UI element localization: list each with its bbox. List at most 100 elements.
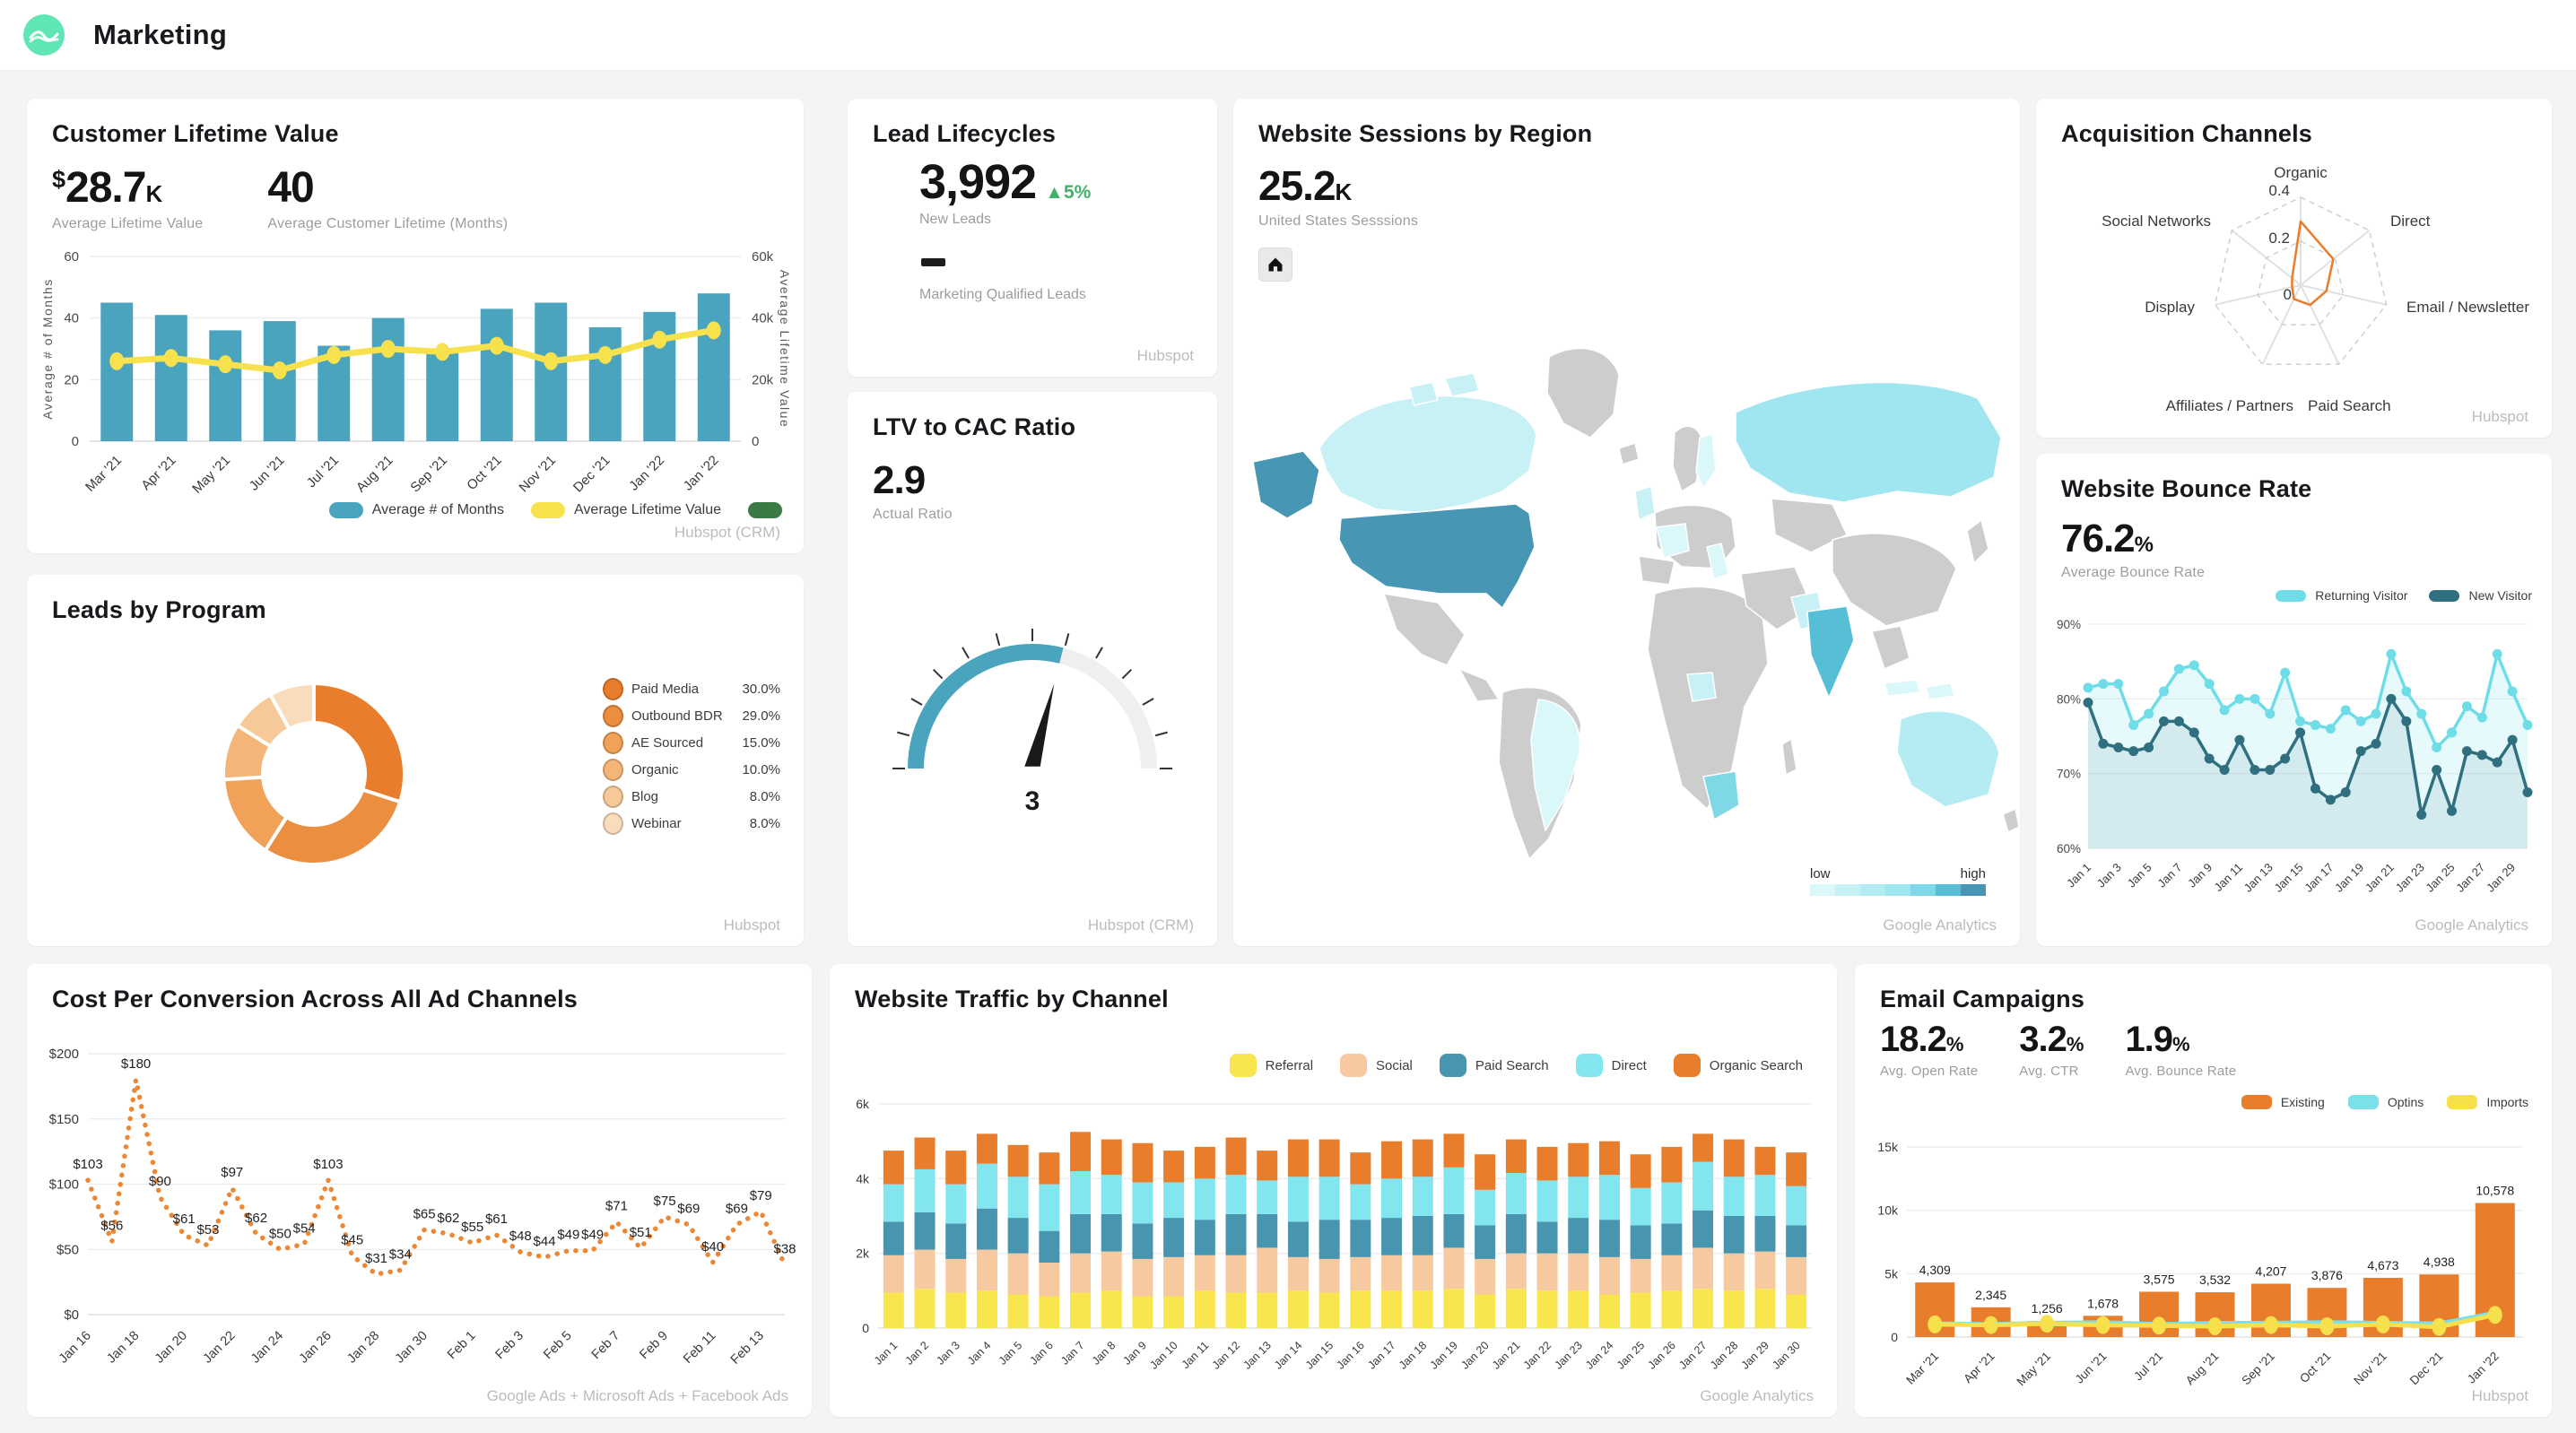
legend-item[interactable]: Blog 8.0%	[603, 783, 780, 810]
bar-value-label: 3,876	[2311, 1268, 2343, 1282]
line-point	[163, 349, 178, 368]
legend-value: 15.0%	[742, 734, 780, 751]
radar-axis-label: Organic	[2274, 164, 2328, 181]
legend-item[interactable]: Organic Search	[1673, 1054, 1803, 1077]
stack-segment-referral	[1568, 1290, 1589, 1328]
legend-item[interactable]: New Visitor	[2429, 588, 2532, 603]
source-label: Google Ads + Microsoft Ads + Facebook Ad…	[486, 1387, 788, 1404]
legend-item[interactable]: Organic 10.0%	[603, 756, 780, 783]
stack-segment-direct	[1163, 1182, 1185, 1219]
line-point	[109, 352, 125, 370]
line-point	[1983, 1316, 1998, 1334]
bar-value-label: 3,575	[2144, 1272, 2175, 1286]
legend-item[interactable]: Average Lifetime Value	[531, 502, 721, 518]
line-point	[2280, 753, 2291, 764]
x-axis-label: Feb 7	[589, 1329, 623, 1363]
x-axis-label: May '21	[189, 453, 233, 497]
app-logo-icon[interactable]	[23, 14, 65, 56]
legend-item[interactable]	[748, 502, 782, 518]
map-scale-step	[1810, 884, 1835, 896]
kpi-value: 3,992	[919, 155, 1037, 209]
legend-item[interactable]: Direct	[1575, 1054, 1647, 1077]
legend-label: Average # of Months	[371, 502, 505, 517]
map-scale-step	[1961, 884, 1986, 896]
legend-item[interactable]: Referral	[1229, 1054, 1313, 1077]
legend-item[interactable]: Average # of Months	[328, 502, 505, 518]
legend-swatch	[1673, 1054, 1701, 1077]
stack-segment-referral	[1163, 1296, 1185, 1328]
point-label: $53	[196, 1222, 219, 1238]
legend-item[interactable]: Webinar 8.0%	[603, 810, 780, 837]
stack-segment-paid-search	[1070, 1213, 1092, 1254]
map-region-united-kingdom	[1634, 485, 1656, 522]
map-scale-step	[1910, 884, 1936, 896]
map-scale-gradient	[1810, 884, 1986, 896]
line-point	[652, 330, 667, 349]
stack-segment-direct	[1693, 1161, 1714, 1211]
radar-ring	[2214, 196, 2388, 366]
x-axis-label: Sep '21	[2239, 1350, 2277, 1388]
panel-title: Website Bounce Rate	[2061, 475, 2312, 502]
panel-email-campaigns: Email Campaigns 18.2% Avg. Open Rate 3.2…	[1855, 964, 2552, 1417]
mql-empty-value-dash	[921, 258, 945, 266]
legend-swatch	[1439, 1054, 1466, 1077]
stack-segment-referral	[1132, 1296, 1153, 1328]
line-point	[2128, 720, 2139, 730]
map-region-madagascar	[1781, 737, 1797, 777]
point-label: $44	[534, 1234, 556, 1249]
stack-segment-social	[945, 1258, 967, 1293]
legend-item[interactable]: AE Sourced 15.0%	[603, 729, 780, 756]
x-axis-label: Jan 20	[152, 1329, 190, 1367]
legend-item[interactable]: Existing	[2241, 1095, 2325, 1109]
stack-segment-paid-search	[1505, 1213, 1527, 1254]
map-region-indonesia	[1884, 679, 1921, 697]
legend-swatch	[603, 731, 623, 754]
x-axis-label: Jan 28	[1708, 1339, 1740, 1371]
stack-segment-organic-search	[1693, 1133, 1714, 1162]
map-home-button[interactable]	[1258, 248, 1292, 282]
kpi-suffix: %	[1945, 1033, 1964, 1055]
legend-swatch	[1340, 1054, 1368, 1077]
x-axis-label: Jan 13	[1240, 1339, 1273, 1371]
stack-segment-direct	[1381, 1178, 1403, 1219]
point-label: $65	[413, 1206, 436, 1221]
mql-label: Marketing Qualified Leads	[919, 287, 1086, 302]
legend-item[interactable]: Social	[1340, 1054, 1413, 1077]
line-point	[2310, 783, 2320, 794]
line-point	[2189, 727, 2199, 738]
x-axis-label: Feb 5	[541, 1329, 575, 1363]
legend-item[interactable]: Paid Search	[1439, 1054, 1549, 1077]
panel-acquisition-channels: Acquisition Channels 0.4 0.2 0 Organic Direc…	[2036, 99, 2552, 438]
x-axis-label: Jan 7	[2154, 861, 2184, 890]
stack-segment-organic-search	[1505, 1139, 1527, 1174]
map-region-kazakhstan	[1771, 498, 1848, 553]
line-point	[2113, 679, 2124, 690]
stack-segment-referral	[914, 1289, 936, 1328]
kpi-row: 18.2% Avg. Open Rate 3.2% Avg. CTR 1.9% …	[1880, 1020, 2236, 1079]
stack-segment-social	[1443, 1247, 1465, 1290]
legend-item[interactable]: Paid Media 30.0%	[603, 675, 780, 702]
stack-segment-referral	[1381, 1290, 1403, 1328]
tick-label: $200	[49, 1047, 79, 1062]
legend-swatch	[531, 502, 566, 518]
stack-segment-direct	[1039, 1184, 1060, 1231]
legend-item[interactable]: Returning Visitor	[2276, 588, 2407, 603]
stack-segment-organic-search	[1101, 1139, 1122, 1176]
legend-item[interactable]: Optins	[2347, 1095, 2424, 1109]
x-axis-label: Jan 9	[1121, 1339, 1150, 1368]
legend-item[interactable]: Imports	[2447, 1095, 2528, 1109]
tick-label: 60%	[2057, 842, 2081, 855]
map-scale-high-label: high	[1960, 866, 1986, 882]
tick-label: 60	[64, 249, 79, 265]
stack-segment-organic-search	[1350, 1152, 1371, 1185]
legend-item[interactable]: Outbound BDR 29.0%	[603, 702, 780, 729]
stack-segment-direct	[1536, 1180, 1558, 1222]
kpi-actual-ratio: 2.9 Actual Ratio	[873, 458, 953, 523]
tick-label: 5k	[1884, 1266, 1899, 1281]
stack-segment-organic-search	[1536, 1146, 1558, 1181]
legend-label: Social	[1376, 1057, 1413, 1073]
tick-label: 15k	[1877, 1140, 1899, 1154]
source-label: Google Analytics	[1700, 1387, 1814, 1404]
stack-segment-referral	[1101, 1290, 1122, 1328]
panel-title: Leads by Program	[52, 596, 266, 623]
